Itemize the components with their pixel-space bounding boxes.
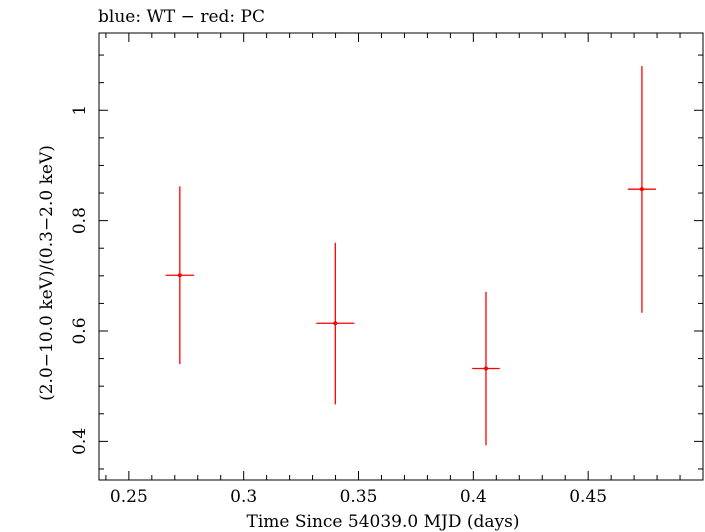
y-tick-label: 0.8 [70,207,90,234]
data-point [627,66,656,313]
x-tick-label: 0.4 [460,487,487,507]
x-axis-label: Time Since 54039.0 MJD (days) [247,512,520,532]
x-tick-label: 0.25 [110,487,148,507]
x-tick-label: 0.35 [340,487,378,507]
point-marker [177,273,182,278]
y-tick-label: 0.6 [70,317,90,344]
x-tick-label: 0.45 [569,487,607,507]
y-axis-label: (2.0−10.0 keV)/(0.3−2.0 keV) [37,145,57,401]
chart-title: blue: WT − red: PC [98,7,265,27]
data-point [472,291,500,446]
y-axis-ticks [99,54,703,470]
point-marker [483,366,488,371]
y-axis-tick-labels: 0.4 0.6 0.8 1 [70,105,90,455]
x-axis-tick-labels: 0.25 0.3 0.35 0.4 0.45 [110,487,607,507]
plot-frame [98,32,704,481]
x-tick-label: 0.3 [230,487,257,507]
point-marker [639,187,644,192]
point-marker [333,321,338,326]
data-point [165,186,195,365]
x-axis-ticks [105,33,704,480]
y-tick-label: 0.4 [70,428,90,455]
y-tick-label: 1 [70,105,90,116]
data-series [165,66,656,446]
data-point [316,242,355,405]
